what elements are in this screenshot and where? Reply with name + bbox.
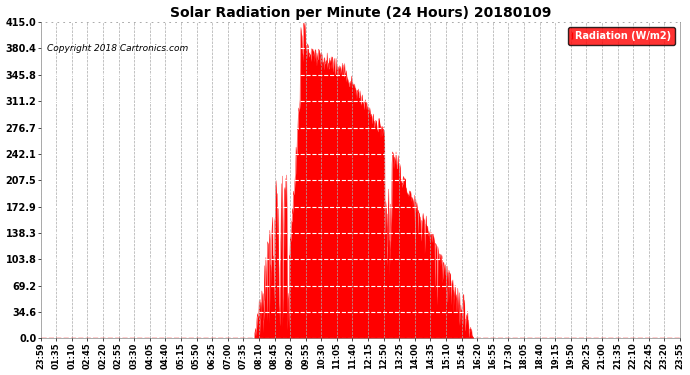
Text: Copyright 2018 Cartronics.com: Copyright 2018 Cartronics.com [47,44,188,53]
Legend: Radiation (W/m2): Radiation (W/m2) [569,27,675,45]
Title: Solar Radiation per Minute (24 Hours) 20180109: Solar Radiation per Minute (24 Hours) 20… [170,6,551,20]
